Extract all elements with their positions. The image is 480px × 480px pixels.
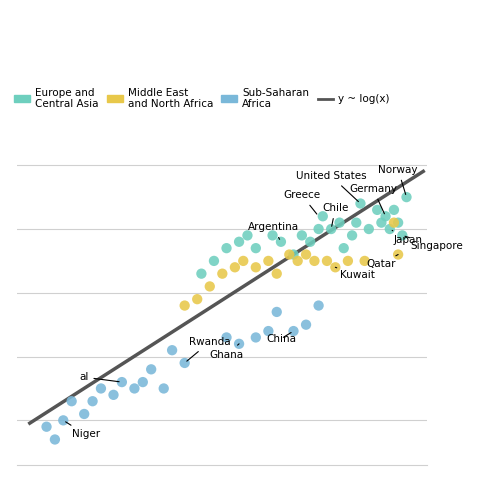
Point (386, 225, 394, 233)
Point (240, 257, 247, 265)
Point (398, 231, 406, 239)
Point (390, 219, 398, 227)
Text: Singapore: Singapore (405, 236, 464, 252)
Point (357, 200, 364, 207)
Point (348, 231, 356, 239)
Point (97, 384, 105, 392)
Point (323, 257, 331, 265)
Point (235, 238, 243, 246)
Point (139, 378, 147, 386)
Point (352, 219, 360, 227)
Text: Niger: Niger (66, 422, 100, 440)
Text: United States: United States (296, 171, 366, 202)
Point (181, 302, 189, 310)
Point (43, 423, 50, 431)
Point (109, 391, 117, 399)
Point (235, 340, 243, 348)
Point (168, 347, 176, 354)
Point (302, 321, 310, 328)
Text: al: al (79, 372, 119, 382)
Point (252, 334, 260, 341)
Point (390, 206, 398, 214)
Point (327, 225, 335, 233)
Point (244, 231, 252, 239)
Point (131, 384, 138, 392)
Point (147, 365, 155, 373)
Point (365, 225, 372, 233)
Point (223, 244, 230, 252)
Point (361, 257, 369, 265)
Point (273, 270, 281, 277)
Text: Germany: Germany (349, 184, 397, 214)
Text: Ghana: Ghana (209, 344, 243, 360)
Point (378, 219, 385, 227)
Text: Qatar: Qatar (367, 254, 398, 269)
Point (51, 436, 59, 444)
Point (394, 251, 402, 258)
Point (223, 334, 230, 341)
Point (206, 283, 214, 290)
Point (298, 231, 306, 239)
Point (218, 270, 226, 277)
Point (264, 257, 272, 265)
Point (373, 206, 381, 214)
Point (277, 238, 285, 246)
Text: Argentina: Argentina (248, 222, 299, 240)
Point (403, 193, 410, 201)
Legend: Europe and
Central Asia, Middle East
and North Africa, Sub-Saharan
Africa, y ~ l: Europe and Central Asia, Middle East and… (14, 87, 390, 109)
Text: Rwanda: Rwanda (187, 337, 230, 361)
Point (302, 251, 310, 258)
Text: Greece: Greece (283, 191, 321, 214)
Point (193, 295, 201, 303)
Point (332, 264, 339, 271)
Point (181, 359, 189, 367)
Point (382, 213, 389, 220)
Point (80, 410, 88, 418)
Point (294, 257, 301, 265)
Point (60, 417, 67, 424)
Point (198, 270, 205, 277)
Point (264, 327, 272, 335)
Point (315, 225, 323, 233)
Point (68, 397, 75, 405)
Point (289, 327, 297, 335)
Point (210, 257, 218, 265)
Point (252, 244, 260, 252)
Point (273, 308, 281, 316)
Point (315, 302, 323, 310)
Point (231, 264, 239, 271)
Point (336, 219, 343, 227)
Point (269, 231, 276, 239)
Point (286, 251, 293, 258)
Point (344, 257, 352, 265)
Point (319, 213, 326, 220)
Point (89, 397, 96, 405)
Point (160, 384, 168, 392)
Text: Japan: Japan (392, 230, 423, 245)
Point (311, 257, 318, 265)
Text: Kuwait: Kuwait (336, 267, 374, 280)
Text: Norway: Norway (378, 165, 418, 194)
Point (289, 251, 297, 258)
Text: Chile: Chile (322, 203, 348, 226)
Point (340, 244, 348, 252)
Text: China: China (266, 333, 296, 344)
Point (306, 238, 314, 246)
Point (394, 219, 402, 227)
Point (118, 378, 126, 386)
Point (252, 264, 260, 271)
